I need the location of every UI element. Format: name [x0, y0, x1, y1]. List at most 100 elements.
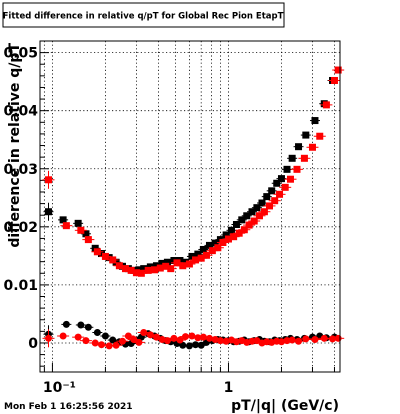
data-point-square — [74, 219, 82, 227]
data-point-square — [222, 231, 230, 239]
y-tick-label: 0.03 — [3, 162, 38, 178]
data-point-circle — [135, 338, 143, 346]
data-point-circle — [112, 341, 120, 349]
data-point-circle — [181, 333, 189, 341]
data-point-square — [258, 199, 266, 207]
data-point-square — [268, 187, 276, 195]
data-point-circle — [62, 320, 70, 328]
data-point-circle — [277, 338, 285, 346]
chart-title: Fitted difference in relative q/pT for G… — [3, 12, 284, 22]
data-point-circle — [194, 334, 202, 342]
data-point-square — [235, 229, 243, 237]
data-points — [42, 66, 345, 350]
data-point-square — [243, 212, 251, 220]
data-point-circle — [98, 341, 106, 349]
data-point-square — [227, 226, 235, 234]
data-point-circle — [179, 341, 187, 349]
data-point-square — [230, 233, 238, 241]
data-point-square — [185, 260, 193, 268]
data-point-square — [45, 208, 53, 216]
data-point-square — [45, 176, 53, 184]
data-point-square — [62, 222, 70, 230]
data-point-circle — [288, 336, 296, 344]
x-axis-title: pT/|q| (GeV/c) — [231, 398, 339, 414]
data-point-square — [173, 259, 181, 267]
data-point-square — [163, 258, 171, 266]
data-point-square — [263, 193, 271, 201]
data-point-circle — [158, 335, 166, 343]
data-point-square — [188, 252, 196, 260]
data-point-square — [219, 239, 227, 247]
data-point-square — [214, 244, 222, 252]
data-point-square — [205, 241, 213, 249]
data-point-square — [150, 266, 158, 274]
data-point-square — [248, 208, 256, 216]
data-point-square — [101, 252, 109, 260]
data-point-square — [253, 204, 261, 212]
data-point-circle — [334, 334, 342, 342]
grid — [40, 41, 340, 372]
data-point-square — [93, 248, 101, 256]
data-point-square — [330, 76, 338, 84]
data-point-square — [245, 221, 253, 229]
data-point-circle — [211, 335, 219, 343]
data-point-square — [271, 197, 279, 205]
data-point-square — [59, 216, 67, 224]
data-point-square — [308, 143, 316, 151]
data-point-square — [322, 101, 330, 109]
data-point-square — [84, 236, 92, 244]
data-point-circle — [283, 337, 291, 345]
data-point-circle — [199, 333, 207, 341]
data-point-square — [273, 179, 281, 187]
data-point-square — [283, 165, 291, 173]
data-point-circle — [205, 334, 213, 342]
x-tick-label: 1 — [224, 380, 234, 396]
data-point-square — [232, 221, 240, 229]
data-point-square — [293, 165, 301, 173]
data-point-square — [105, 254, 113, 262]
data-point-circle — [84, 323, 92, 331]
plot-frame — [39, 40, 341, 373]
data-point-circle — [185, 342, 193, 350]
data-point-square — [295, 143, 303, 151]
data-point-circle — [222, 337, 230, 345]
data-point-circle — [176, 336, 184, 344]
data-point-square — [311, 117, 319, 125]
data-point-circle — [243, 338, 251, 346]
data-point-circle — [232, 338, 240, 346]
data-point-circle — [320, 334, 328, 342]
data-point-circle — [188, 332, 196, 340]
data-point-square — [167, 265, 175, 273]
data-point-circle — [170, 334, 178, 342]
data-point-square — [316, 132, 324, 140]
data-point-square — [260, 208, 268, 216]
data-point-square — [300, 154, 308, 162]
data-point-circle — [45, 334, 53, 342]
data-point-circle — [302, 335, 310, 343]
data-point-square — [197, 254, 205, 262]
tick-labels: 0 0.01 0.02 0.03 0.04 0.05 10⁻¹ 1 — [3, 46, 233, 396]
axis-ticks — [40, 40, 335, 372]
data-point-square — [286, 175, 294, 183]
data-point-circle — [197, 341, 205, 349]
data-point-circle — [152, 333, 160, 341]
data-point-circle — [124, 332, 132, 340]
y-tick-label: 0 — [28, 336, 38, 352]
data-point-square — [334, 66, 342, 74]
data-point-square — [115, 262, 123, 270]
data-point-circle — [74, 333, 82, 341]
data-point-square — [276, 190, 284, 198]
data-point-square — [132, 269, 140, 277]
data-point-circle — [59, 332, 67, 340]
data-point-square — [98, 250, 106, 258]
data-point-circle — [163, 337, 171, 345]
data-point-square — [211, 239, 219, 247]
data-point-square — [144, 266, 152, 274]
data-point-square — [199, 245, 207, 253]
data-point-circle — [216, 337, 224, 345]
data-point-square — [302, 131, 310, 139]
data-point-square — [281, 183, 289, 191]
data-point-square — [121, 265, 129, 273]
data-point-square — [127, 266, 135, 274]
